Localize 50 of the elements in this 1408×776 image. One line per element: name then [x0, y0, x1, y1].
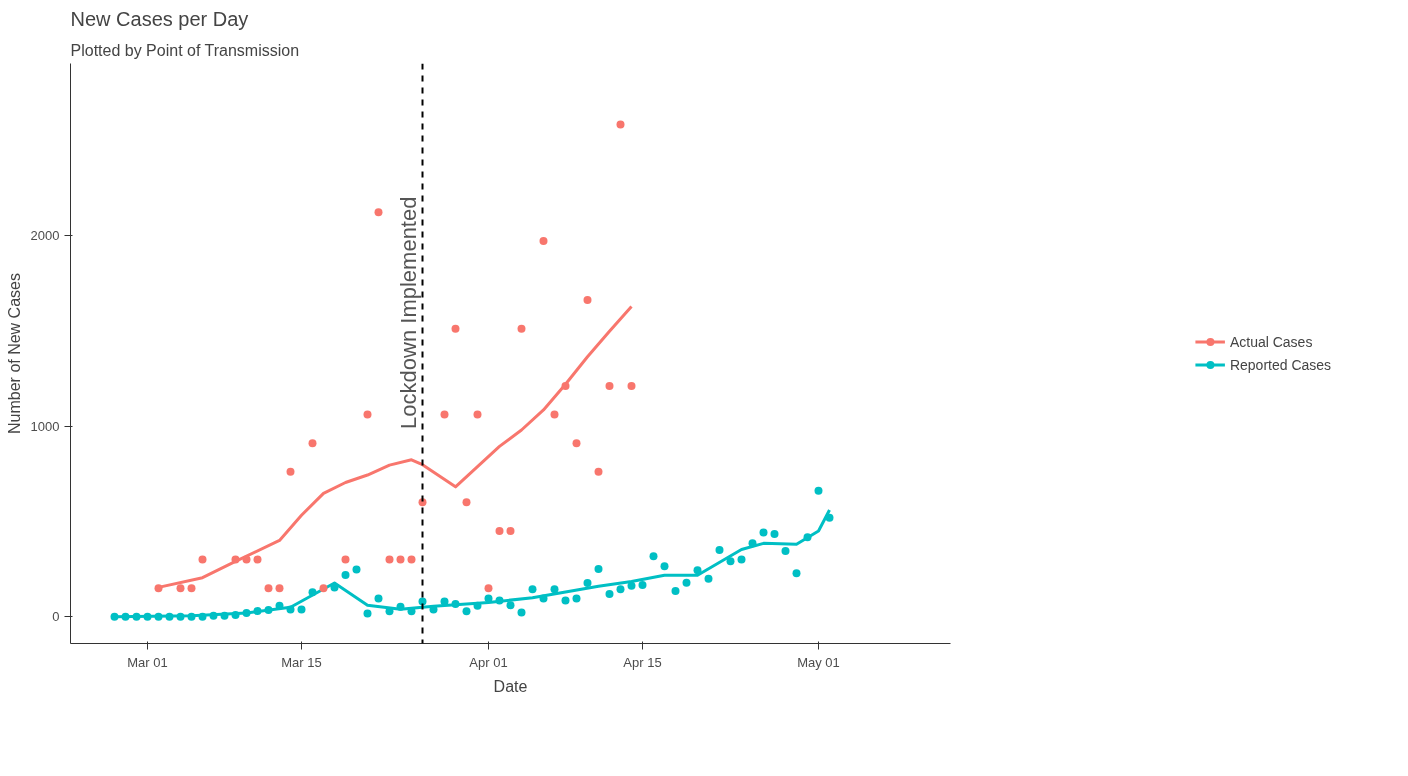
point [275, 584, 284, 593]
legend-label: Actual Cases [1229, 333, 1313, 350]
y-axis-title: Number of New Cases [5, 273, 23, 434]
x-tick-label: Mar 15 [281, 654, 322, 670]
point [484, 584, 493, 593]
point [385, 555, 394, 564]
x-tick-label: May 01 [797, 654, 840, 670]
x-tick-label: Apr 15 [623, 654, 662, 670]
point [506, 526, 515, 535]
point [561, 381, 570, 390]
point [572, 439, 581, 448]
chart-subtitle: Plotted by Point of Transmission [70, 41, 300, 59]
point [308, 439, 317, 448]
point [341, 555, 350, 564]
point [440, 410, 449, 419]
point [319, 584, 328, 593]
point [451, 324, 460, 333]
point [363, 410, 372, 419]
legend-label: Reported Cases [1229, 356, 1332, 373]
point [550, 410, 559, 419]
point [198, 555, 207, 564]
x-tick-label: Apr 01 [469, 654, 508, 670]
point [627, 381, 636, 390]
point [242, 555, 251, 564]
point [407, 555, 416, 564]
y-tick-label: 1000 [30, 418, 60, 434]
point [253, 555, 262, 564]
point [495, 526, 504, 535]
point [517, 324, 526, 333]
x-tick-label: Mar 01 [127, 654, 168, 670]
point [473, 410, 482, 419]
x-axis-title: Date [493, 677, 528, 695]
point [176, 584, 185, 593]
y-tick-label: 0 [52, 609, 60, 625]
point [605, 381, 614, 390]
point [264, 584, 273, 593]
y-tick-label: 2000 [30, 227, 60, 243]
point [539, 236, 548, 245]
point [286, 467, 295, 476]
point [154, 584, 163, 593]
point [583, 296, 592, 305]
point [374, 208, 383, 217]
point [187, 584, 196, 593]
chart-title: New Cases per Day [70, 7, 249, 30]
point [231, 555, 240, 564]
point [396, 555, 405, 564]
point [462, 498, 471, 507]
point [616, 120, 625, 129]
point [594, 467, 603, 476]
ref-line-label: Lockdown Implemented [395, 196, 421, 429]
